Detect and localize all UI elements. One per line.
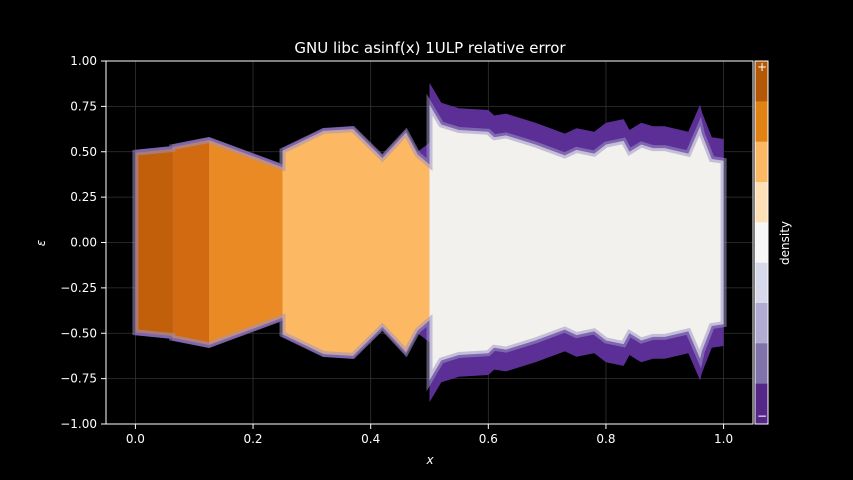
colorbar-swatch-6 (755, 303, 768, 344)
density-band-0 (135, 104, 173, 381)
density-halo (132, 93, 727, 392)
colorbar-swatch-5 (755, 262, 768, 304)
colorbar-frame (754, 60, 769, 425)
x-tick-label-1: 0.2 (243, 432, 262, 446)
y-axis-label: ε (34, 239, 48, 246)
colorbar-label: density (778, 221, 792, 265)
x-tick-label-4: 0.8 (596, 432, 615, 446)
x-tick-label-2: 0.4 (361, 432, 380, 446)
y-tick-label-8: −1.00 (60, 417, 97, 431)
colorbar-top-label: + (757, 60, 767, 74)
density-band-2 (208, 104, 283, 381)
y-tick-label-4: 0.00 (70, 236, 97, 250)
colorbar (754, 60, 769, 425)
x-tick-label-5: 1.0 (714, 432, 733, 446)
y-axis: 1.00 0.75 0.50 0.25 0.00 −0.25 −0.50 −0.75 −1.00 (60, 54, 106, 431)
y-tick-label-2: 0.50 (70, 145, 97, 159)
y-tick-label-6: −0.50 (60, 326, 97, 340)
colorbar-swatch-1 (755, 101, 768, 143)
y-tick-label-3: 0.25 (70, 190, 97, 204)
x-tick-label-0: 0.0 (126, 432, 145, 446)
chart-title: GNU libc asinf(x) 1ULP relative error (294, 39, 566, 57)
y-tick-label-0: 1.00 (70, 54, 97, 68)
colorbar-swatch-0 (755, 61, 768, 102)
density-band-3 (282, 104, 430, 381)
colorbar-swatch-7 (755, 343, 768, 385)
x-axis-label: x (425, 453, 434, 467)
colorbar-swatch-2 (755, 141, 768, 183)
y-tick-label-7: −0.75 (60, 372, 97, 386)
density-band-1 (172, 104, 209, 381)
y-tick-label-5: −0.25 (60, 281, 97, 295)
density-region (132, 82, 727, 403)
x-axis: 0.0 0.2 0.4 0.6 0.8 1.0 (126, 424, 733, 446)
colorbar-bottom-label: − (757, 409, 767, 423)
x-tick-label-3: 0.6 (479, 432, 498, 446)
colorbar-swatch-3 (755, 182, 768, 223)
colorbar-swatch-8 (755, 383, 768, 425)
colorbar-swatch-4 (755, 222, 768, 264)
y-tick-label-1: 0.75 (70, 99, 97, 113)
